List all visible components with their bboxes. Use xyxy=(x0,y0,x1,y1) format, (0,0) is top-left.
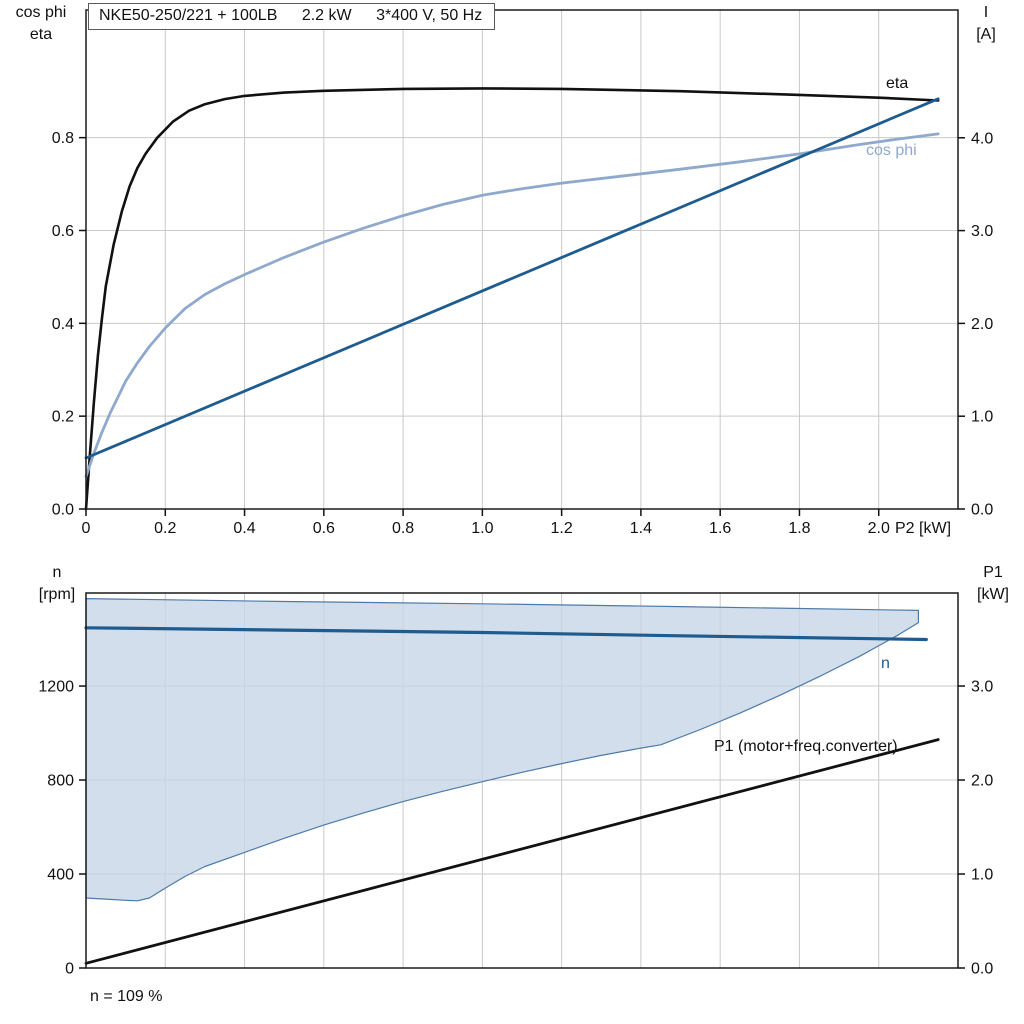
y-left-tick-label: 800 xyxy=(47,773,74,790)
x-tick-label: 2.0 xyxy=(868,520,890,537)
plot-frame xyxy=(85,9,959,510)
series-current-I xyxy=(84,97,940,460)
y-left-axis-title: eta xyxy=(30,26,52,43)
y-right-tick-label: 1.0 xyxy=(971,409,993,426)
x-tick-label: 0.4 xyxy=(233,520,255,537)
chart-title-box: NKE50-250/221 + 100LB 2.2 kW 3*400 V, 50… xyxy=(88,3,496,30)
y-left-tick-label: 0.0 xyxy=(52,502,74,519)
p1-curve-label: P1 (motor+freq.converter) xyxy=(714,738,898,755)
y-left-axis-title: n xyxy=(53,564,62,581)
y-left-axis-title: cos phi xyxy=(16,4,67,21)
x-tick-label: 0.8 xyxy=(392,520,414,537)
series-cos-phi xyxy=(84,132,940,478)
x-tick-label: 1.6 xyxy=(709,520,731,537)
series-n-speed xyxy=(84,626,928,642)
y-right-tick-label: 2.0 xyxy=(971,773,993,790)
y-right-tick-label: 3.0 xyxy=(971,679,993,696)
y-right-axis-title: [A] xyxy=(976,26,996,43)
y-right-tick-label: 2.0 xyxy=(971,316,993,333)
y-left-tick-label: 1200 xyxy=(38,679,74,696)
y-right-tick-label: 4.0 xyxy=(971,130,993,147)
x-tick-label: 1.4 xyxy=(630,520,652,537)
y-right-tick-label: 1.0 xyxy=(971,867,993,884)
x-tick-label: 1.0 xyxy=(471,520,493,537)
x-tick-label: 0.6 xyxy=(313,520,335,537)
y-right-tick-label: 3.0 xyxy=(971,223,993,240)
electrical-data-chart: 0 0.2 0.4 0.6 0.8 1.0 1.2 1.4 1.6 1.8 2.0 P2 [kW] 0.… xyxy=(16,4,996,537)
chart-title-pump: NKE50-250/221 + 100LB xyxy=(99,7,278,24)
y-left-tick-label: 400 xyxy=(47,867,74,884)
n-curve-label: n xyxy=(881,655,890,672)
y-left-tick-label: 0.4 xyxy=(52,316,74,333)
x-axis-title: P2 [kW] xyxy=(895,520,951,537)
x-tick-label: 0.2 xyxy=(154,520,176,537)
y-left-tick-label: 0.6 xyxy=(52,223,74,240)
y-left-tick-label: 0.8 xyxy=(52,130,74,147)
y-right-tick-label: 0.0 xyxy=(971,961,993,978)
chart-title-power: 2.2 kW xyxy=(301,7,352,24)
cos-phi-curve-label: cos phi xyxy=(866,142,917,159)
x-tick-label: 1.8 xyxy=(788,520,810,537)
eta-curve-label: eta xyxy=(886,75,908,92)
y-right-axis-title: [kW] xyxy=(977,586,1009,603)
speed-range-band xyxy=(85,597,920,902)
y-left-tick-label: 0 xyxy=(65,961,74,978)
chart-title-supply: 3*400 V, 50 Hz xyxy=(376,7,483,24)
series-eta xyxy=(84,87,940,511)
y-left-tick-label: 0.2 xyxy=(52,409,74,426)
y-right-axis-title: P1 xyxy=(983,564,1003,581)
y-right-axis-title: I xyxy=(984,4,988,21)
speed-percentage-label: n = 109 % xyxy=(90,988,163,1005)
x-tick-label: 1.2 xyxy=(551,520,573,537)
y-left-axis-title: [rpm] xyxy=(39,586,75,603)
x-tick-label: 0 xyxy=(82,520,91,537)
y-right-tick-label: 0.0 xyxy=(971,502,993,519)
series-p1-power xyxy=(84,738,940,965)
speed-power-chart: 0 400 800 1200 0.0 1.0 2.0 3.0 n [rpm] P1 [kW] n P1 (… xyxy=(38,564,1009,1005)
